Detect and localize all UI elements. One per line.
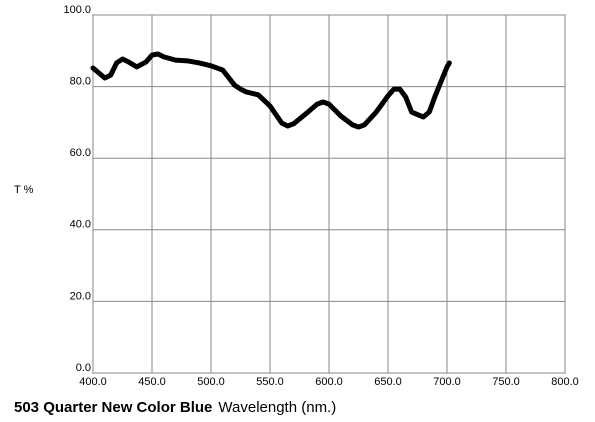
y-tick-label: 80.0 <box>70 76 91 88</box>
x-tick-label: 700.0 <box>433 376 461 388</box>
y-tick-label: 60.0 <box>70 147 91 159</box>
x-tick-label: 750.0 <box>492 376 520 388</box>
y-tick-label: 20.0 <box>70 290 91 302</box>
y-tick-label: 100.0 <box>63 4 91 16</box>
y-tick-label: 0.0 <box>76 362 91 374</box>
x-tick-label: 600.0 <box>315 376 343 388</box>
x-tick-label: 500.0 <box>197 376 225 388</box>
x-axis-label: Wavelength (nm.) <box>218 399 336 416</box>
y-axis-label: T % <box>14 184 34 196</box>
chart-title: 503 Quarter New Color Blue <box>14 399 212 416</box>
x-tick-label: 800.0 <box>551 376 579 388</box>
x-tick-label: 650.0 <box>374 376 402 388</box>
y-tick-label: 40.0 <box>70 219 91 231</box>
data-line <box>90 51 452 130</box>
x-tick-label: 400.0 <box>79 376 107 388</box>
x-tick-label: 450.0 <box>138 376 166 388</box>
x-tick-label: 550.0 <box>256 376 284 388</box>
